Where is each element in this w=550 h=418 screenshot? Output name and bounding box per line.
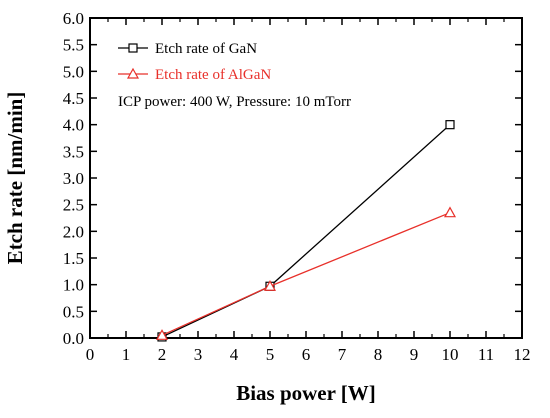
x-tick-label: 7 — [338, 345, 347, 364]
x-tick-label: 1 — [122, 345, 131, 364]
y-tick-label: 0.0 — [63, 329, 84, 348]
x-tick-label: 6 — [302, 345, 311, 364]
y-tick-label: 5.0 — [63, 62, 84, 81]
y-tick-label: 1.5 — [63, 249, 84, 268]
data-point-square — [445, 120, 455, 130]
x-axis-title: Bias power [W] — [236, 381, 376, 405]
legend-label-gan: Etch rate of GaN — [155, 41, 257, 57]
x-tick-label: 5 — [266, 345, 275, 364]
y-axis-title: Etch rate [nm/min] — [3, 92, 27, 265]
y-tick-label: 2.0 — [63, 222, 84, 241]
y-tick-label: 4.0 — [63, 116, 84, 135]
legend: Etch rate of GaN Etch rate of AlGaN — [118, 41, 271, 83]
y-tick-label: 5.5 — [63, 36, 84, 55]
data-point-triangle — [443, 206, 457, 218]
y-tick-label: 4.5 — [63, 89, 84, 108]
legend-square-marker-icon — [128, 43, 138, 53]
x-tick-label: 3 — [194, 345, 203, 364]
series-layer — [155, 120, 457, 342]
data-point-triangle — [263, 280, 277, 291]
y-tick-label: 1.0 — [63, 276, 84, 295]
x-tick-label: 10 — [442, 345, 459, 364]
x-tick-label: 9 — [410, 345, 419, 364]
y-tick-label: 6.0 — [63, 9, 84, 28]
y-tick-label: 0.5 — [63, 302, 84, 321]
y-tick-label: 3.0 — [63, 169, 84, 188]
data-point-triangle — [155, 329, 169, 340]
x-tick-label: 2 — [158, 345, 167, 364]
x-axis-ticks: 0 1 2 3 4 5 6 7 8 9 10 11 12 — [86, 18, 531, 364]
x-tick-label: 11 — [478, 345, 494, 364]
x-tick-label: 0 — [86, 345, 95, 364]
x-tick-label: 12 — [514, 345, 531, 364]
y-axis-ticks: 0.0 0.5 1.0 1.5 2.0 2.5 3.0 3.5 4.0 4.5 5.0 5.5 6.0 — [63, 9, 522, 348]
x-tick-label: 8 — [374, 345, 383, 364]
legend-label-algan: Etch rate of AlGaN — [155, 67, 271, 83]
x-tick-label: 4 — [230, 345, 239, 364]
y-tick-label: 2.5 — [63, 196, 84, 215]
legend-triangle-marker-icon — [126, 67, 140, 79]
plot-frame — [89, 17, 523, 339]
y-tick-label: 3.5 — [63, 142, 84, 161]
condition-annotation: ICP power: 400 W, Pressure: 10 mTorr — [118, 94, 351, 110]
